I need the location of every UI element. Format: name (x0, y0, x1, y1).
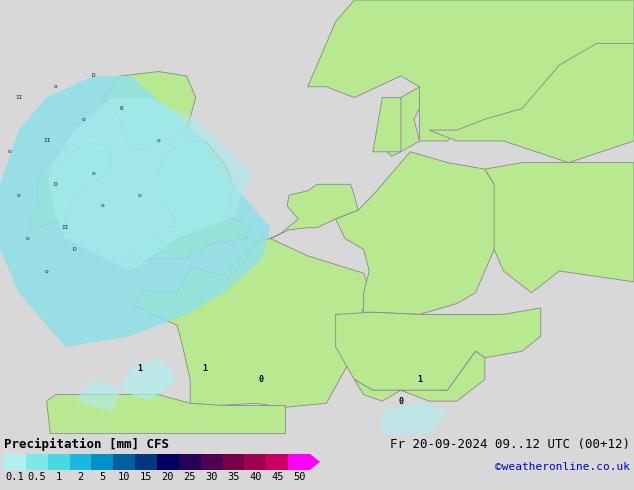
Polygon shape (0, 76, 270, 347)
Text: D: D (73, 247, 77, 252)
Bar (91, 454, 113, 470)
Polygon shape (75, 379, 121, 412)
Polygon shape (28, 143, 112, 228)
Polygon shape (47, 394, 285, 434)
Bar (70, 454, 91, 470)
Bar (4, 454, 26, 470)
Polygon shape (310, 454, 320, 470)
Polygon shape (373, 87, 425, 156)
Text: o: o (91, 171, 95, 176)
Bar (179, 454, 201, 470)
Text: o: o (45, 269, 48, 273)
Polygon shape (121, 358, 177, 401)
Text: ©weatheronline.co.uk: ©weatheronline.co.uk (495, 462, 630, 472)
Polygon shape (354, 351, 485, 401)
Bar (113, 454, 135, 470)
Text: II: II (61, 225, 69, 230)
Polygon shape (485, 163, 634, 293)
Text: 40: 40 (249, 472, 262, 482)
Text: 35: 35 (227, 472, 240, 482)
Text: 0: 0 (398, 396, 403, 406)
Polygon shape (307, 0, 634, 141)
Text: 2: 2 (77, 472, 84, 482)
Polygon shape (382, 401, 448, 434)
Polygon shape (103, 72, 196, 152)
Text: 5: 5 (100, 472, 105, 482)
Text: II: II (43, 139, 50, 144)
Text: o: o (82, 117, 86, 122)
Bar (157, 454, 179, 470)
Text: D: D (91, 74, 95, 78)
Text: 30: 30 (205, 472, 218, 482)
Polygon shape (335, 308, 541, 390)
Bar (201, 454, 223, 470)
Text: 1: 1 (56, 472, 61, 482)
Text: o: o (138, 193, 142, 197)
Bar (245, 454, 266, 470)
Text: 1: 1 (138, 364, 143, 373)
Text: 15: 15 (140, 472, 152, 482)
Text: 0.1: 0.1 (6, 472, 24, 482)
Text: o: o (16, 193, 20, 197)
Polygon shape (429, 43, 634, 163)
Text: 20: 20 (162, 472, 174, 482)
Bar (288, 454, 310, 470)
Polygon shape (335, 152, 503, 315)
Polygon shape (47, 98, 252, 271)
Bar (266, 454, 288, 470)
Text: Precipitation [mm] CFS: Precipitation [mm] CFS (4, 438, 169, 451)
Text: Fr 20-09-2024 09..12 UTC (00+12): Fr 20-09-2024 09..12 UTC (00+12) (390, 438, 630, 451)
Text: o: o (157, 139, 160, 144)
Text: 0: 0 (259, 375, 264, 384)
Text: II: II (15, 95, 22, 100)
Text: 45: 45 (271, 472, 283, 482)
Bar (223, 454, 245, 470)
Text: 0.5: 0.5 (27, 472, 46, 482)
Bar (26, 454, 48, 470)
Text: o: o (26, 236, 30, 241)
Polygon shape (373, 98, 401, 152)
Bar (135, 454, 157, 470)
Text: 50: 50 (293, 472, 306, 482)
Text: o: o (8, 149, 11, 154)
Text: 1: 1 (417, 375, 422, 384)
Text: D: D (54, 182, 58, 187)
Text: o: o (54, 84, 58, 89)
Text: o: o (101, 203, 105, 208)
Polygon shape (134, 239, 369, 408)
Bar (48, 454, 70, 470)
Text: 10: 10 (118, 472, 131, 482)
Polygon shape (121, 141, 252, 260)
Text: 1: 1 (203, 364, 207, 373)
Text: 25: 25 (183, 472, 196, 482)
Polygon shape (270, 184, 358, 239)
Text: 6: 6 (119, 106, 123, 111)
